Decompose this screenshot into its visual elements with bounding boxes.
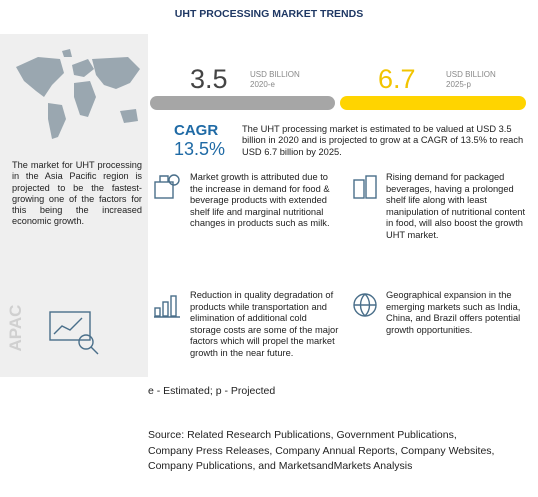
cagr-value: 13.5%: [174, 139, 226, 159]
point-text: Rising demand for packaged beverages, ha…: [386, 172, 526, 240]
metric-unit: USD BILLION: [446, 70, 496, 79]
metric-value: 6.7: [378, 64, 416, 94]
point-icon: [353, 175, 377, 199]
point-icon: [154, 295, 180, 318]
region-label: APAC: [6, 304, 25, 352]
chart-icon: [49, 311, 99, 355]
title: UHT PROCESSING MARKET TRENDS: [174, 8, 364, 20]
source-line: Company Publications, and MarketsandMark…: [148, 460, 413, 472]
metric-value: 3.5: [190, 64, 228, 94]
point-text: Market growth is attributed due to the i…: [190, 172, 330, 229]
source-line: Source: Related Research Publications, G…: [148, 429, 457, 441]
world-map: [16, 49, 140, 139]
note: e - Estimated; p - Projected: [148, 385, 276, 397]
source: Source: Related Research Publications, G…: [148, 428, 494, 475]
cagr-label: CAGR: [174, 122, 219, 139]
metric-unit: USD BILLION: [250, 70, 300, 79]
point-text: Geographical expansion in the emerging m…: [386, 290, 521, 335]
point-icon: [154, 174, 180, 199]
point-icon: [353, 293, 377, 317]
source-line: Company Press Releases, Company Annual R…: [148, 444, 495, 457]
metric-year: 2025-p: [446, 80, 471, 89]
metric-year: 2020-e: [250, 80, 275, 89]
metric-bar: [150, 96, 335, 110]
cagr-text: The UHT processing market is estimated t…: [242, 124, 524, 157]
metric-bar: [340, 96, 526, 110]
point-text: Reduction in quality degradation of prod…: [190, 290, 339, 358]
side-text: The market for UHT processing in the Asi…: [12, 160, 142, 227]
